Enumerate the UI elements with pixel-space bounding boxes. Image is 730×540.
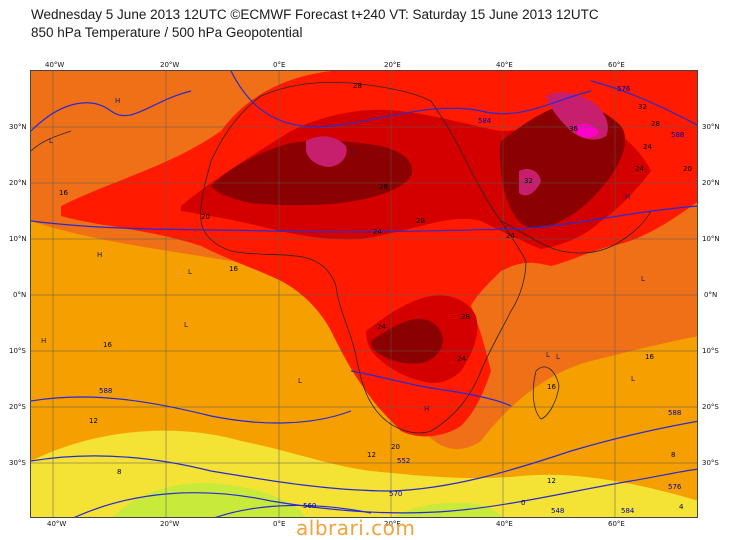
temp-label: 16 bbox=[547, 383, 556, 391]
lat-tick-left: 20°S bbox=[9, 403, 26, 411]
low-center: L bbox=[351, 147, 355, 155]
temp-label: 12 bbox=[367, 451, 376, 459]
temp-label: 16 bbox=[59, 189, 68, 197]
temp-label: 8 bbox=[671, 451, 675, 459]
temp-label: 24 bbox=[635, 165, 644, 173]
temp-label: 28 bbox=[379, 183, 388, 191]
watermark: albrari.com bbox=[296, 516, 416, 540]
high-center: H bbox=[97, 251, 102, 259]
temp-label: 12 bbox=[547, 477, 556, 485]
high-center: H bbox=[41, 337, 46, 345]
low-center: L bbox=[298, 377, 302, 385]
temp-label: 28 bbox=[461, 313, 470, 321]
lat-tick-right: 30°N bbox=[702, 123, 720, 131]
lat-tick-left: 20°N bbox=[9, 179, 27, 187]
lon-tick-top: 20°W bbox=[160, 61, 180, 69]
temp-label: 28 bbox=[651, 120, 660, 128]
geopotential-label: 552 bbox=[397, 457, 410, 465]
lon-tick-top: 60°E bbox=[608, 61, 625, 69]
lon-tick-top: 20°E bbox=[384, 61, 401, 69]
lat-tick-right: 0°N bbox=[704, 291, 718, 299]
lat-tick-right: 20°S bbox=[702, 403, 719, 411]
temp-label: 32 bbox=[524, 177, 533, 185]
temp-label: 28 bbox=[416, 217, 425, 225]
weather-map: 28 36 32 28 24 32 28 28 24 24 20 16 16 2… bbox=[30, 70, 698, 518]
extreme-region bbox=[211, 140, 412, 206]
lat-tick-right: 30°S bbox=[702, 459, 719, 467]
low-center: L bbox=[631, 375, 635, 383]
cold-region bbox=[394, 502, 502, 517]
lat-tick-left: 10°S bbox=[9, 347, 26, 355]
low-center: L bbox=[188, 268, 192, 276]
temp-label: 20 bbox=[201, 213, 210, 221]
temp-label: 4 bbox=[679, 503, 684, 511]
lon-tick-bottom: 20°W bbox=[160, 520, 180, 528]
geopotential-label: 588 bbox=[99, 387, 112, 395]
lat-tick-left: 10°N bbox=[9, 235, 27, 243]
graticule bbox=[31, 71, 697, 517]
low-center: L bbox=[49, 137, 53, 145]
lon-tick-bottom: 60°E bbox=[608, 520, 625, 528]
max-region bbox=[576, 123, 599, 138]
peak-region bbox=[519, 169, 541, 196]
geopotential-label: 584 bbox=[478, 117, 492, 125]
lat-tick-left: 30°N bbox=[9, 123, 27, 131]
high-center: H bbox=[625, 193, 630, 201]
lat-tick-right: 20°N bbox=[702, 179, 720, 187]
lon-tick-bottom: 40°E bbox=[496, 520, 513, 528]
title-line-2: 850 hPa Temperature / 500 hPa Geopotenti… bbox=[31, 25, 303, 40]
temp-label: 16 bbox=[229, 265, 238, 273]
temp-label: 24 bbox=[377, 323, 386, 331]
geopotential-label: 584 bbox=[621, 507, 635, 515]
title-line-1: Wednesday 5 June 2013 12UTC ©ECMWF Forec… bbox=[31, 7, 599, 22]
lon-tick-top: 0°E bbox=[273, 61, 286, 69]
temp-label: 16 bbox=[645, 353, 654, 361]
temp-label: 20 bbox=[683, 165, 692, 173]
temp-label: 12 bbox=[89, 417, 98, 425]
extreme-region bbox=[371, 318, 443, 364]
temp-label: 24 bbox=[506, 232, 515, 240]
geopotential-label: 570 bbox=[389, 490, 402, 498]
temp-label: 0 bbox=[521, 499, 525, 507]
lon-tick-bottom: 0°E bbox=[273, 520, 286, 528]
temp-label: 32 bbox=[638, 103, 647, 111]
low-center: L bbox=[641, 275, 645, 283]
peak-region bbox=[306, 136, 347, 167]
lat-tick-left: 0°N bbox=[13, 291, 27, 299]
high-center: H bbox=[115, 97, 120, 105]
geopotential-label: 548 bbox=[551, 507, 564, 515]
low-center: L bbox=[556, 353, 560, 361]
temp-label: 24 bbox=[457, 355, 466, 363]
temp-label: 24 bbox=[373, 228, 382, 236]
geopotential-label: 576 bbox=[668, 483, 682, 491]
lat-tick-right: 10°S bbox=[702, 347, 719, 355]
temp-label: 28 bbox=[353, 82, 362, 90]
lat-tick-left: 30°S bbox=[9, 459, 26, 467]
lon-tick-bottom: 40°W bbox=[47, 520, 67, 528]
temp-label: 16 bbox=[103, 341, 112, 349]
low-center: L bbox=[184, 321, 188, 329]
geopotential-label: 576 bbox=[617, 85, 631, 93]
high-center: H bbox=[424, 405, 429, 413]
geopotential-label: 560 bbox=[303, 502, 316, 510]
temp-label: 20 bbox=[391, 443, 400, 451]
lon-tick-top: 40°W bbox=[45, 61, 65, 69]
geopotential-label: 588 bbox=[668, 409, 681, 417]
lon-tick-top: 40°E bbox=[496, 61, 513, 69]
temp-label: 8 bbox=[117, 468, 121, 476]
temp-label: 36 bbox=[569, 125, 578, 133]
geopotential-contours bbox=[31, 71, 697, 517]
lat-tick-right: 10°N bbox=[702, 235, 720, 243]
coastline bbox=[31, 81, 652, 434]
low-center: L bbox=[546, 351, 550, 359]
lon-tick-bottom: 20°E bbox=[384, 520, 401, 528]
geopotential-label: 588 bbox=[671, 131, 684, 139]
temp-label: 24 bbox=[643, 143, 652, 151]
